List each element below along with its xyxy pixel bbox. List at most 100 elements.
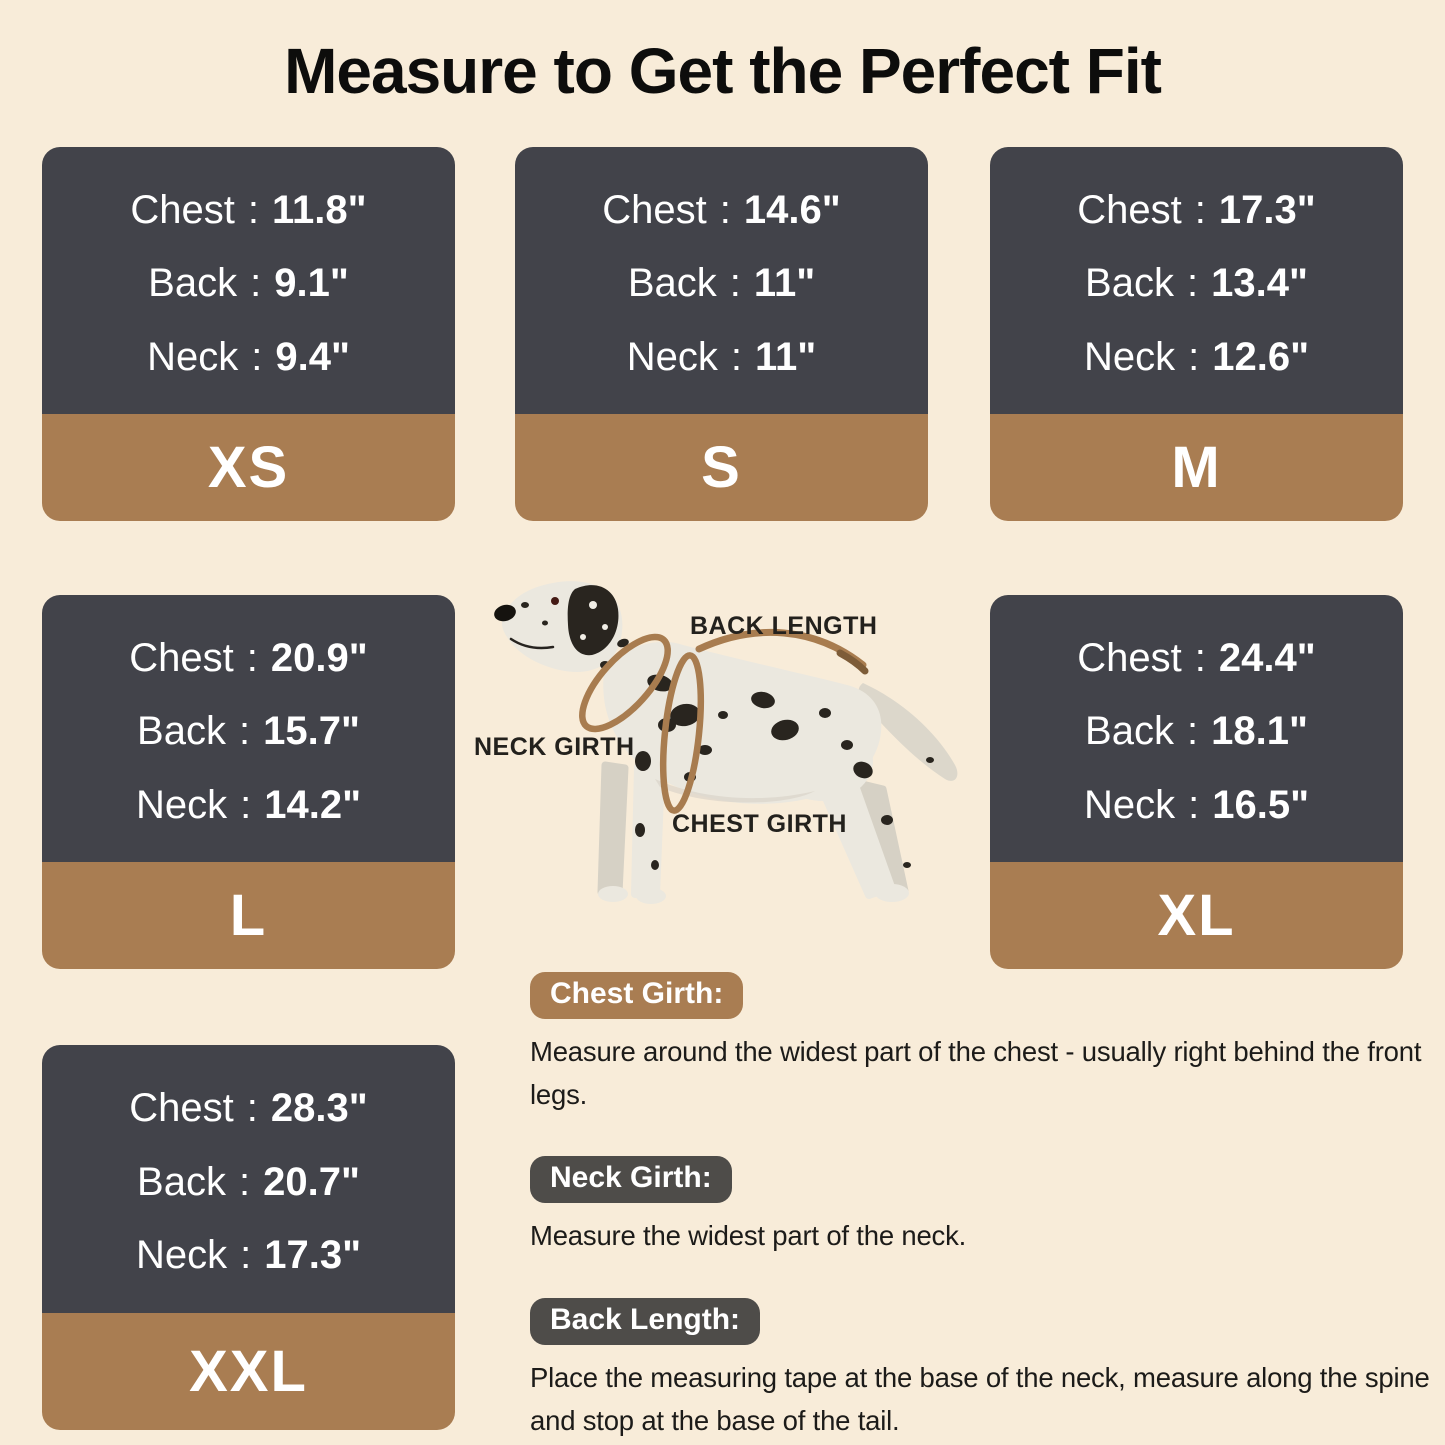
dog-mouth	[509, 637, 555, 650]
measurement-label: Neck	[626, 334, 718, 379]
size-label: S	[701, 435, 742, 500]
separator: :	[1194, 635, 1206, 680]
separator: :	[238, 1159, 251, 1204]
neck-measurement-row: Neck : 9.4"	[42, 335, 455, 380]
measurement-label: Chest	[1077, 187, 1182, 232]
back-measurement-row: Back : 13.4"	[990, 261, 1403, 306]
instruction-back-length: Back Length: Place the measuring tape at…	[530, 1297, 1445, 1442]
size-label: XXL	[189, 1339, 308, 1404]
size-card-xs: Chest : 11.8" Back : 9.1" Neck : 9.4" XS	[42, 147, 455, 521]
separator: :	[247, 187, 259, 232]
back-length-label: BACK LENGTH	[690, 612, 878, 640]
separator: :	[729, 261, 741, 305]
size-label-badge: S	[515, 414, 928, 521]
measuring-tape-neck-girth	[579, 633, 671, 733]
neck-girth-label: NECK GIRTH	[474, 733, 635, 761]
measurement-label: Back	[1085, 709, 1174, 753]
size-label: L	[229, 883, 268, 948]
measurement-value: 28.3"	[270, 1085, 368, 1130]
neck-measurement-row: Neck : 12.6"	[990, 335, 1403, 380]
dog-spots	[521, 602, 934, 870]
chest-measurement-row: Chest : 14.6"	[515, 188, 928, 233]
size-card-measurements: Chest : 28.3" Back : 20.7" Neck : 17.3"	[42, 1045, 455, 1313]
back-measurement-row: Back : 11"	[515, 261, 928, 306]
measurement-label: Neck	[147, 334, 239, 379]
instruction-neck-girth: Neck Girth: Measure the widest part of t…	[530, 1156, 1445, 1258]
measurement-value: 20.7"	[263, 1159, 360, 1204]
separator: :	[1194, 187, 1206, 232]
chest-measurement-row: Chest : 17.3"	[990, 188, 1403, 233]
page-title: Measure to Get the Perfect Fit	[284, 35, 1162, 107]
separator: :	[240, 1233, 252, 1278]
measurement-label: Back	[627, 261, 717, 305]
instruction-badge: Chest Girth:	[530, 972, 744, 1019]
neck-measurement-row: Neck : 14.2"	[42, 783, 455, 828]
measurement-value: 9.1"	[274, 261, 349, 305]
measurement-value: 24.4"	[1218, 635, 1316, 680]
size-card-measurements: Chest : 11.8" Back : 9.1" Neck : 9.4"	[42, 147, 455, 414]
neck-measurement-row: Neck : 11"	[515, 335, 928, 380]
size-label: M	[1171, 435, 1222, 500]
measurement-value: 17.3"	[264, 1233, 362, 1278]
measurement-label: Chest	[602, 187, 707, 232]
measuring-tape-chest-girth	[659, 652, 705, 814]
measuring-tape-back-length-shadow	[836, 649, 869, 675]
measurement-label: Neck	[1083, 782, 1176, 827]
measurement-label: Neck	[1083, 334, 1176, 379]
measurement-value: 11"	[753, 261, 816, 305]
back-measurement-row: Back : 20.7"	[42, 1160, 455, 1205]
separator: :	[719, 187, 731, 232]
size-card-measurements: Chest : 20.9" Back : 15.7" Neck : 14.2"	[42, 595, 455, 862]
size-label: XL	[1157, 883, 1236, 948]
measurement-label: Chest	[1077, 635, 1182, 680]
measurement-label: Chest	[130, 187, 235, 232]
size-card-measurements: Chest : 17.3" Back : 13.4" Neck : 12.6"	[990, 147, 1403, 414]
instruction-text: Measure the widest part of the neck.	[530, 1220, 967, 1252]
separator: :	[1188, 782, 1200, 827]
instruction-text: Place the measuring tape at the base of …	[530, 1361, 1430, 1436]
separator: :	[730, 334, 742, 379]
measurement-value: 17.3"	[1218, 187, 1316, 232]
back-measurement-row: Back : 15.7"	[42, 709, 455, 754]
back-measurement-row: Back : 9.1"	[42, 261, 455, 306]
size-card-xxl: Chest : 28.3" Back : 20.7" Neck : 17.3" …	[42, 1045, 455, 1430]
measurement-value: 9.4"	[275, 334, 350, 379]
measuring-instructions: Chest Girth: Measure around the widest p…	[530, 972, 1445, 1445]
size-label: XS	[207, 435, 290, 500]
size-card-s: Chest : 14.6" Back : 11" Neck : 11" S	[515, 147, 928, 521]
dog-belly-shadow	[655, 779, 815, 803]
chest-measurement-row: Chest : 11.8"	[42, 188, 455, 233]
dog-nose	[494, 604, 516, 622]
dog-illustration	[494, 581, 958, 904]
chest-measurement-row: Chest : 24.4"	[990, 636, 1403, 681]
dog-paws	[598, 884, 909, 904]
measurement-value: 14.6"	[743, 187, 841, 232]
instruction-chest-girth: Chest Girth: Measure around the widest p…	[530, 972, 1445, 1116]
dog-tail	[858, 683, 958, 781]
size-card-m: Chest : 17.3" Back : 13.4" Neck : 12.6" …	[990, 147, 1403, 521]
separator: :	[1186, 709, 1199, 753]
size-card-measurements: Chest : 14.6" Back : 11" Neck : 11"	[515, 147, 928, 414]
instruction-text: Measure around the widest part of the ch…	[530, 1036, 1422, 1110]
measurement-label: Chest	[129, 635, 234, 680]
measurement-value: 11.8"	[272, 187, 367, 232]
separator: :	[240, 782, 252, 827]
size-label-badge: M	[990, 414, 1403, 521]
separator: :	[250, 261, 262, 305]
measurement-label: Back	[137, 709, 226, 753]
back-measurement-row: Back : 18.1"	[990, 709, 1403, 754]
chest-measurement-row: Chest : 28.3"	[42, 1086, 455, 1131]
size-label-badge: XS	[42, 414, 455, 521]
measurement-value: 11"	[755, 334, 817, 379]
separator: :	[238, 709, 251, 753]
measurement-value: 14.2"	[264, 782, 362, 827]
measurement-value: 15.7"	[263, 709, 360, 753]
size-label-badge: XL	[990, 862, 1403, 969]
measurement-value: 18.1"	[1211, 709, 1308, 753]
size-label-badge: L	[42, 862, 455, 969]
measurement-value: 13.4"	[1211, 261, 1308, 305]
separator: :	[1186, 261, 1199, 305]
dog-eye	[551, 597, 559, 605]
measurement-label: Neck	[135, 782, 228, 827]
